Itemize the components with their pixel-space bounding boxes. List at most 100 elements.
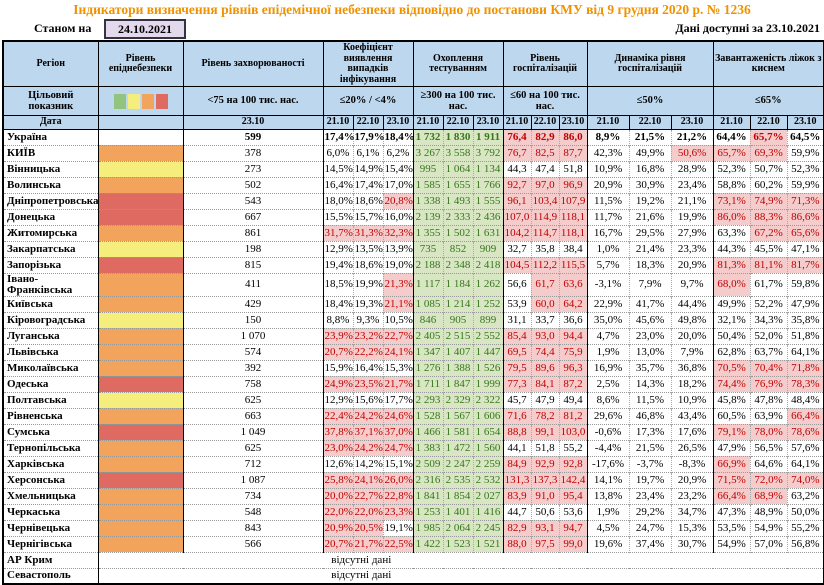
hospitalization-value: 44,3 xyxy=(502,160,532,177)
coef-value: 14,9% xyxy=(352,160,383,177)
incidence-value: 663 xyxy=(182,407,323,424)
danger-level-cell xyxy=(97,224,183,241)
table-row: Миколаївська 392 15,9% 16,4% 15,3% 1 276 1 388… xyxy=(2,359,824,376)
dynamics-value: 20,0% xyxy=(670,327,714,344)
coef-value: 22,2% xyxy=(352,343,383,360)
table-row: Вінницька 273 14,5% 14,9% 15,4% 995 1 064 1 134… xyxy=(2,160,824,177)
coef-value: 24,6% xyxy=(382,407,414,424)
coef-value: 15,7% xyxy=(352,208,383,225)
coef-value: 22,7% xyxy=(352,487,383,504)
dynamics-value: 22,9% xyxy=(586,295,630,312)
beds-value: 32,1% xyxy=(712,311,751,328)
testing-value: 2 329 xyxy=(442,391,474,408)
incidence-value: 599 xyxy=(182,128,323,145)
indicators-table: Регіон Рівень епіднебезпеки Рівень захворю… xyxy=(2,40,824,585)
dynamics-value: 29,5% xyxy=(628,224,672,241)
hospitalization-value: 137,3 xyxy=(530,471,560,488)
danger-level-cell xyxy=(97,176,183,193)
coef-value: 21,7% xyxy=(352,535,383,552)
hospitalization-value: 142,4 xyxy=(558,471,588,488)
hospitalization-value: 107,9 xyxy=(558,192,588,209)
coef-value: 13,9% xyxy=(382,240,414,257)
testing-value: 1 117 xyxy=(412,272,444,296)
hospitalization-value: 93,1 xyxy=(530,519,560,536)
coef-value: 14,5% xyxy=(322,160,353,177)
testing-value: 1 528 xyxy=(412,407,444,424)
region-name: Житомирська xyxy=(2,224,98,241)
hospitalization-value: 89,6 xyxy=(530,359,560,376)
beds-value: 47,9% xyxy=(786,295,824,312)
hospitalization-value: 76,7 xyxy=(502,144,532,161)
testing-value: 1 407 xyxy=(442,343,474,360)
column-header-danger: Рівень епіднебезпеки xyxy=(97,40,184,87)
coef-value: 24,9% xyxy=(322,375,353,392)
testing-value: 1 854 xyxy=(442,487,474,504)
hospitalization-value: 99,1 xyxy=(530,423,560,440)
coef-value: 24,7% xyxy=(382,439,414,456)
testing-value: 1 847 xyxy=(442,375,474,392)
hospitalization-value: 83,9 xyxy=(502,487,532,504)
beds-value: 78,3% xyxy=(786,375,824,392)
hospitalization-value: 104,5 xyxy=(502,256,532,273)
coef-value: 18,0% xyxy=(322,192,353,209)
testing-value: 852 xyxy=(442,240,474,257)
coef-value: 18,4% xyxy=(382,128,415,145)
coef-value: 17,4% xyxy=(352,176,383,193)
testing-value: 1 347 xyxy=(412,343,444,360)
dynamics-value: 14,1% xyxy=(586,471,630,488)
region-name: Черкаська xyxy=(2,503,98,520)
hospitalization-value: 60,0 xyxy=(530,295,560,312)
beds-value: 64,1% xyxy=(786,455,824,472)
testing-value: 3 558 xyxy=(442,144,474,161)
table-row-no-data: АР Крим відсутні дані xyxy=(2,551,824,568)
beds-value: 81,7% xyxy=(786,256,824,273)
testing-value: 2 027 xyxy=(472,487,504,504)
coef-value: 20,7% xyxy=(322,343,353,360)
beds-value: 63,2% xyxy=(786,487,824,504)
beds-value: 49,9% xyxy=(712,295,751,312)
coef-value: 22,7% xyxy=(382,327,414,344)
region-name: АР Крим xyxy=(2,551,98,568)
dynamics-value: 1,9% xyxy=(586,343,630,360)
incidence-value: 392 xyxy=(182,359,323,376)
testing-value: 1 581 xyxy=(442,423,474,440)
coef-value: 22,8% xyxy=(382,487,414,504)
date-header-test: 23.10 xyxy=(472,115,504,130)
beds-value: 74,0% xyxy=(786,471,824,488)
danger-level-cell xyxy=(97,503,183,520)
table-row: Луганська 1 070 23,9% 23,2% 22,7% 2 405 2 515 2… xyxy=(2,327,824,344)
beds-value: 69,3% xyxy=(749,144,788,161)
table-row: Херсонська 1 087 25,8% 24,1% 26,0% 2 316 2 535… xyxy=(2,471,824,488)
coef-value: 31,3% xyxy=(352,224,383,241)
testing-value: 1 472 xyxy=(442,439,474,456)
testing-value: 2 535 xyxy=(442,471,474,488)
incidence-value: 625 xyxy=(182,391,323,408)
dynamics-value: 8,9% xyxy=(586,128,630,145)
dynamics-value: 14,3% xyxy=(628,375,672,392)
legend-swatch-orange xyxy=(141,93,154,109)
hospitalization-value: 97,0 xyxy=(530,176,560,193)
table-row: Львівська 574 20,7% 22,2% 24,1% 1 347 1 407 1 4… xyxy=(2,343,824,360)
testing-value: 1 262 xyxy=(472,272,504,296)
danger-level-cell xyxy=(97,240,183,257)
testing-value: 2 293 xyxy=(412,391,444,408)
table-row: Тернопільська 625 23,0% 24,2% 24,7% 1 383 1 47… xyxy=(2,439,824,456)
coef-value: 32,3% xyxy=(382,224,414,241)
coef-value: 16,4% xyxy=(322,176,353,193)
danger-level-cell xyxy=(97,375,183,392)
date-header-hosp: 23.10 xyxy=(558,115,588,130)
table-row: Волинська 502 16,4% 17,4% 17,0% 1 585 1 655 1 7… xyxy=(2,176,824,193)
table-row: Кіровоградська 150 8,8% 9,3% 10,5% 846 905 899 3… xyxy=(2,311,824,328)
coef-value: 23,9% xyxy=(322,327,353,344)
dynamics-value: 35,0% xyxy=(586,311,630,328)
as-of-label: Станом на xyxy=(34,21,92,35)
hospitalization-value: 33,7 xyxy=(530,311,560,328)
region-name: Запорізька xyxy=(2,256,98,273)
hospitalization-value: 31,1 xyxy=(502,311,532,328)
beds-value: 52,0% xyxy=(749,327,788,344)
beds-value: 52,3% xyxy=(712,160,751,177)
hospitalization-value: 88,8 xyxy=(502,423,532,440)
incidence-value: 502 xyxy=(182,176,323,193)
testing-value: 1 401 xyxy=(442,503,474,520)
hospitalization-value: 85,4 xyxy=(502,327,532,344)
